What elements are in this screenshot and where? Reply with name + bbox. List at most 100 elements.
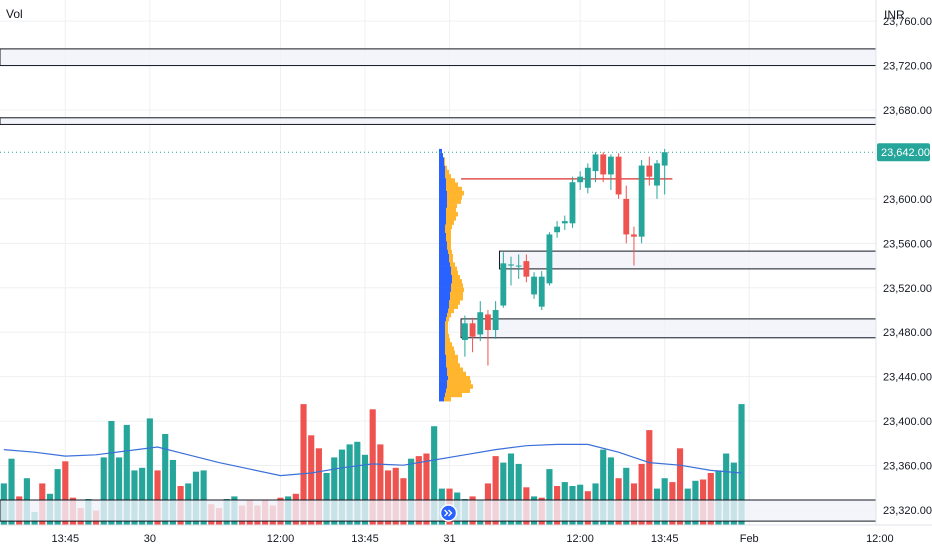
time-tick-label: Feb [740, 533, 759, 545]
volume-bar [154, 470, 161, 525]
profile-row-orange [447, 380, 471, 385]
volume-bar [361, 454, 369, 525]
volume-bar [331, 457, 338, 525]
volume-ma-line [3, 443, 742, 477]
profile-row-orange [445, 228, 451, 234]
profile-row-orange [451, 270, 458, 276]
profile-row-blue [439, 375, 448, 381]
volume-bar [600, 449, 607, 525]
candle-body [584, 167, 591, 188]
profile-row-blue [439, 232, 446, 238]
time-tick-label: 13:45 [351, 533, 379, 545]
profile-row-blue [439, 195, 447, 200]
candle-body [531, 276, 537, 295]
volume-bar [192, 471, 200, 525]
profile-row-orange [447, 195, 462, 200]
volume-bar [315, 448, 322, 525]
volume-bar [408, 458, 415, 525]
profile-row-blue [439, 224, 445, 230]
profile-row-orange [447, 312, 451, 318]
profile-row-orange [445, 169, 449, 175]
profile-row-blue [439, 350, 445, 356]
volume-bar [515, 463, 522, 525]
profile-row-orange [451, 283, 463, 288]
profile-row-blue [439, 266, 451, 272]
volume-bar [423, 453, 430, 525]
profile-row-blue [439, 199, 447, 204]
profile-row-orange [448, 249, 452, 255]
profile-row-orange [445, 321, 448, 326]
volume-bar [131, 470, 138, 525]
profile-row-blue [439, 153, 443, 158]
candle-body [638, 165, 645, 237]
profile-row-orange [447, 203, 457, 209]
profile-row-orange [450, 262, 455, 267]
volume-bar [323, 473, 330, 525]
profile-row-blue [439, 325, 445, 330]
profile-row-orange [446, 237, 451, 242]
profile-row-blue [439, 262, 450, 267]
time-tick-label: 31 [443, 533, 455, 545]
profile-row-orange [446, 178, 455, 183]
profile-row-blue [439, 237, 446, 242]
candle-body [561, 221, 568, 224]
profile-row-blue [439, 296, 450, 301]
profile-row-blue [439, 270, 451, 276]
price-axis: 23,760.00 23,720.00 23,680.00 23,600.00 23,5… [883, 16, 932, 517]
profile-row-blue [439, 342, 445, 347]
profile-row-orange [447, 199, 461, 204]
profile-row-orange [445, 338, 450, 343]
volume-bar [100, 457, 107, 525]
profile-row-orange [445, 165, 447, 171]
profile-row-orange [445, 325, 448, 330]
price-tick-label: 23,320.00 [883, 505, 932, 517]
candle-body [515, 265, 522, 267]
profile-row-orange [447, 190, 464, 196]
time-tick-label: 13:45 [651, 533, 679, 545]
volume-bar [646, 430, 653, 525]
volume-bar [300, 404, 307, 525]
profile-row-blue [439, 161, 444, 167]
volume-bar [676, 448, 684, 525]
profile-row-orange [449, 258, 453, 263]
profile-row-blue [439, 169, 445, 175]
price-tick-label: 23,520.00 [883, 283, 932, 295]
candle-body [661, 152, 668, 166]
profile-row-orange [449, 253, 453, 259]
volume-bar [500, 462, 507, 525]
volume-bar [392, 467, 399, 525]
volume-legend-label: Vol [6, 7, 23, 21]
profile-row-orange [446, 317, 449, 322]
profile-row-orange [446, 220, 454, 225]
volume-bar [54, 469, 61, 525]
profile-row-blue [439, 186, 446, 192]
profile-row-orange [449, 300, 460, 305]
zone-box [498, 250, 877, 270]
candle-body [554, 226, 561, 233]
profile-row-orange [450, 296, 463, 301]
volume-bar [369, 409, 376, 525]
profile-row-orange [449, 304, 458, 309]
candle-body [492, 310, 499, 330]
price-tick-label: 23,360.00 [883, 461, 932, 473]
candle-body [538, 276, 545, 307]
volume-bar [415, 456, 422, 525]
volume-bar [139, 467, 146, 525]
profile-row-blue [439, 359, 446, 364]
candle-body [485, 314, 491, 330]
volume-bar [607, 457, 614, 525]
volume-bar [116, 457, 123, 525]
profile-row-orange [445, 174, 451, 179]
profile-row-orange [447, 384, 473, 389]
session-break-circle [439, 504, 458, 522]
candle-body [546, 234, 553, 284]
profile-row-blue [439, 338, 445, 343]
profile-row-orange [451, 287, 464, 293]
currency-label[interactable]: INR [884, 8, 905, 22]
volume-bar [62, 461, 69, 525]
profile-row-orange [446, 182, 458, 188]
candle-body [654, 163, 660, 186]
profile-row-blue [439, 354, 446, 360]
profile-row-blue [439, 392, 445, 398]
